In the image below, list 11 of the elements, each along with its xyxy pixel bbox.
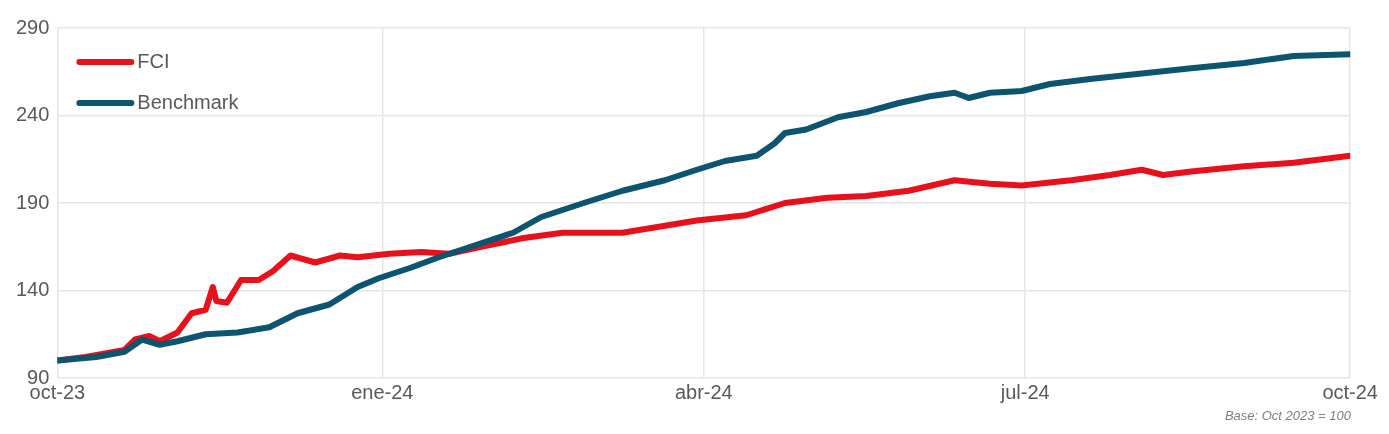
y-tick-label: 140 [15,278,50,301]
x-tick-label: ene-24 [351,380,414,403]
y-tick-label: 190 [15,190,50,213]
legend-label: FCI [137,49,170,72]
y-tick-label: 290 [15,15,50,38]
x-tick-label: abr-24 [674,380,733,403]
text: Base: Oct 2023 = 100 [1223,408,1352,423]
x-tick-label: jul-24 [999,380,1050,403]
y-tick-label: 240 [15,103,50,126]
legend-label: Benchmark [137,90,240,113]
x-tick-label: oct-24 [1322,380,1378,403]
